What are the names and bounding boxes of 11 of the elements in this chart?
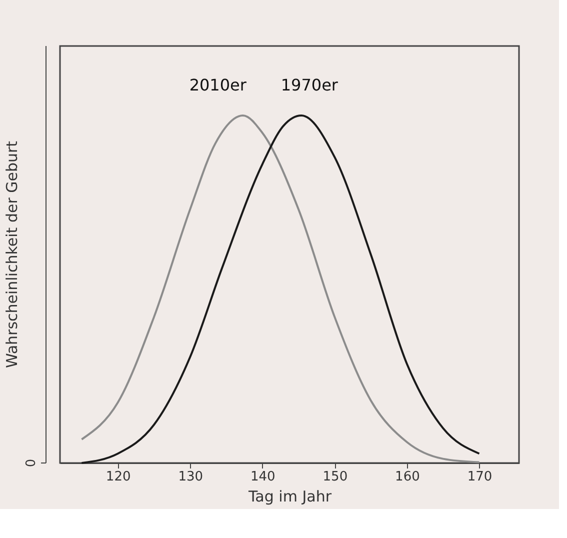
y-axis-title: Wahrscheinlichkeit der Geburt	[3, 140, 21, 368]
x-axis-title: Tag im Jahr	[248, 488, 332, 506]
x-tick-label: 150	[322, 470, 348, 484]
x-tick-label: 120	[106, 470, 131, 484]
x-tick-label: 130	[178, 470, 204, 484]
text: 0	[24, 458, 39, 468]
series-label: 1970er	[280, 76, 338, 94]
x-tick-label: 140	[250, 470, 276, 484]
series-label: 2010er	[189, 76, 247, 94]
x-tick-label: 170	[467, 470, 492, 484]
x-tick-label: 160	[395, 470, 420, 484]
